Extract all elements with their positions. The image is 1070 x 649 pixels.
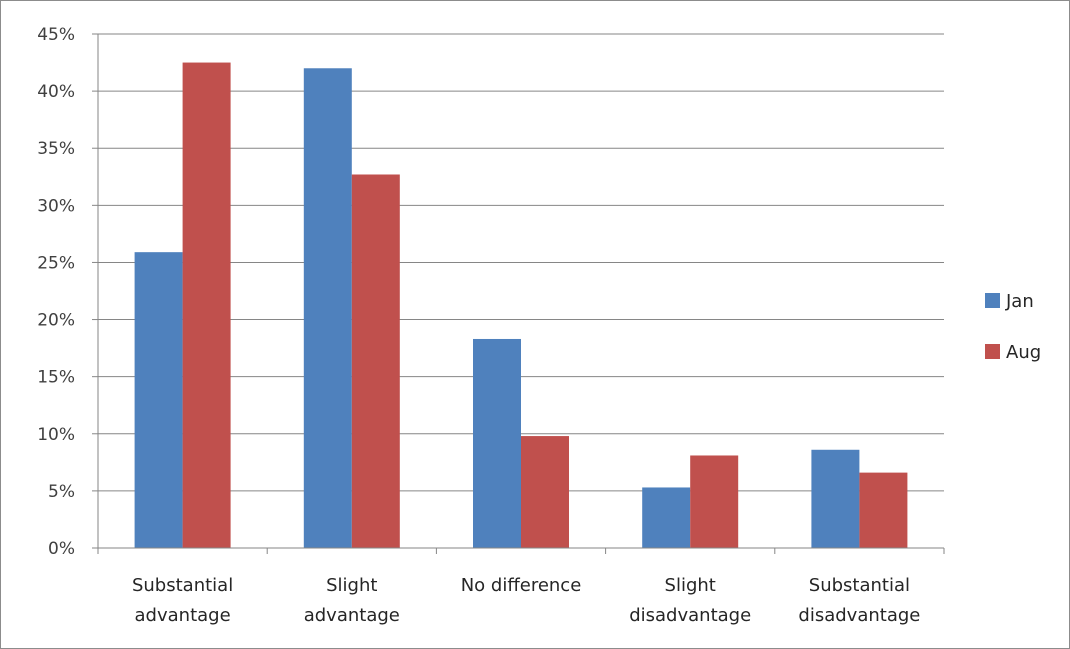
gridlines xyxy=(98,33,944,492)
bar-jan-1 xyxy=(303,68,352,549)
bar-jan-0 xyxy=(134,252,183,549)
category-label: Substantial advantage xyxy=(132,575,233,626)
y-tick-label: 10% xyxy=(37,425,75,445)
y-tick-label: 35% xyxy=(37,139,75,159)
bar-jan-4 xyxy=(811,449,860,548)
bar-aug-0 xyxy=(182,62,231,549)
legend-swatch-aug xyxy=(985,344,1000,359)
y-tick-label: 0% xyxy=(48,539,75,559)
legend: Jan Aug xyxy=(985,291,1041,363)
y-tick-label: 15% xyxy=(37,368,75,388)
bars xyxy=(134,62,908,549)
category-label: Substantial disadvantage xyxy=(798,575,920,626)
y-tick-label: 45% xyxy=(37,25,75,45)
y-tick-label: 40% xyxy=(37,82,75,102)
y-tick-label: 30% xyxy=(37,196,75,216)
category-label: Slight advantage xyxy=(304,575,400,626)
bar-jan-3 xyxy=(642,487,691,548)
bar-aug-3 xyxy=(690,455,739,548)
legend-label-aug: Aug xyxy=(1006,342,1041,363)
axes xyxy=(92,33,945,554)
bar-aug-4 xyxy=(859,472,908,548)
bar-jan-2 xyxy=(473,338,521,548)
y-tick-label: 25% xyxy=(37,253,75,273)
y-tick-labels: 0% 5% 10% 15% 20% 25% 30% 35% 40% 45% xyxy=(37,25,75,559)
legend-label-jan: Jan xyxy=(1005,291,1034,312)
legend-swatch-jan xyxy=(985,293,1000,308)
bar-aug-2 xyxy=(521,436,569,548)
y-tick-label: 5% xyxy=(48,482,75,502)
bar-aug-1 xyxy=(351,174,400,548)
category-label: No difference xyxy=(461,575,582,596)
y-tick-label: 20% xyxy=(37,311,75,331)
category-label: Slight disadvantage xyxy=(629,575,751,626)
category-labels: Substantial advantage Slight advantage No di… xyxy=(132,575,920,626)
